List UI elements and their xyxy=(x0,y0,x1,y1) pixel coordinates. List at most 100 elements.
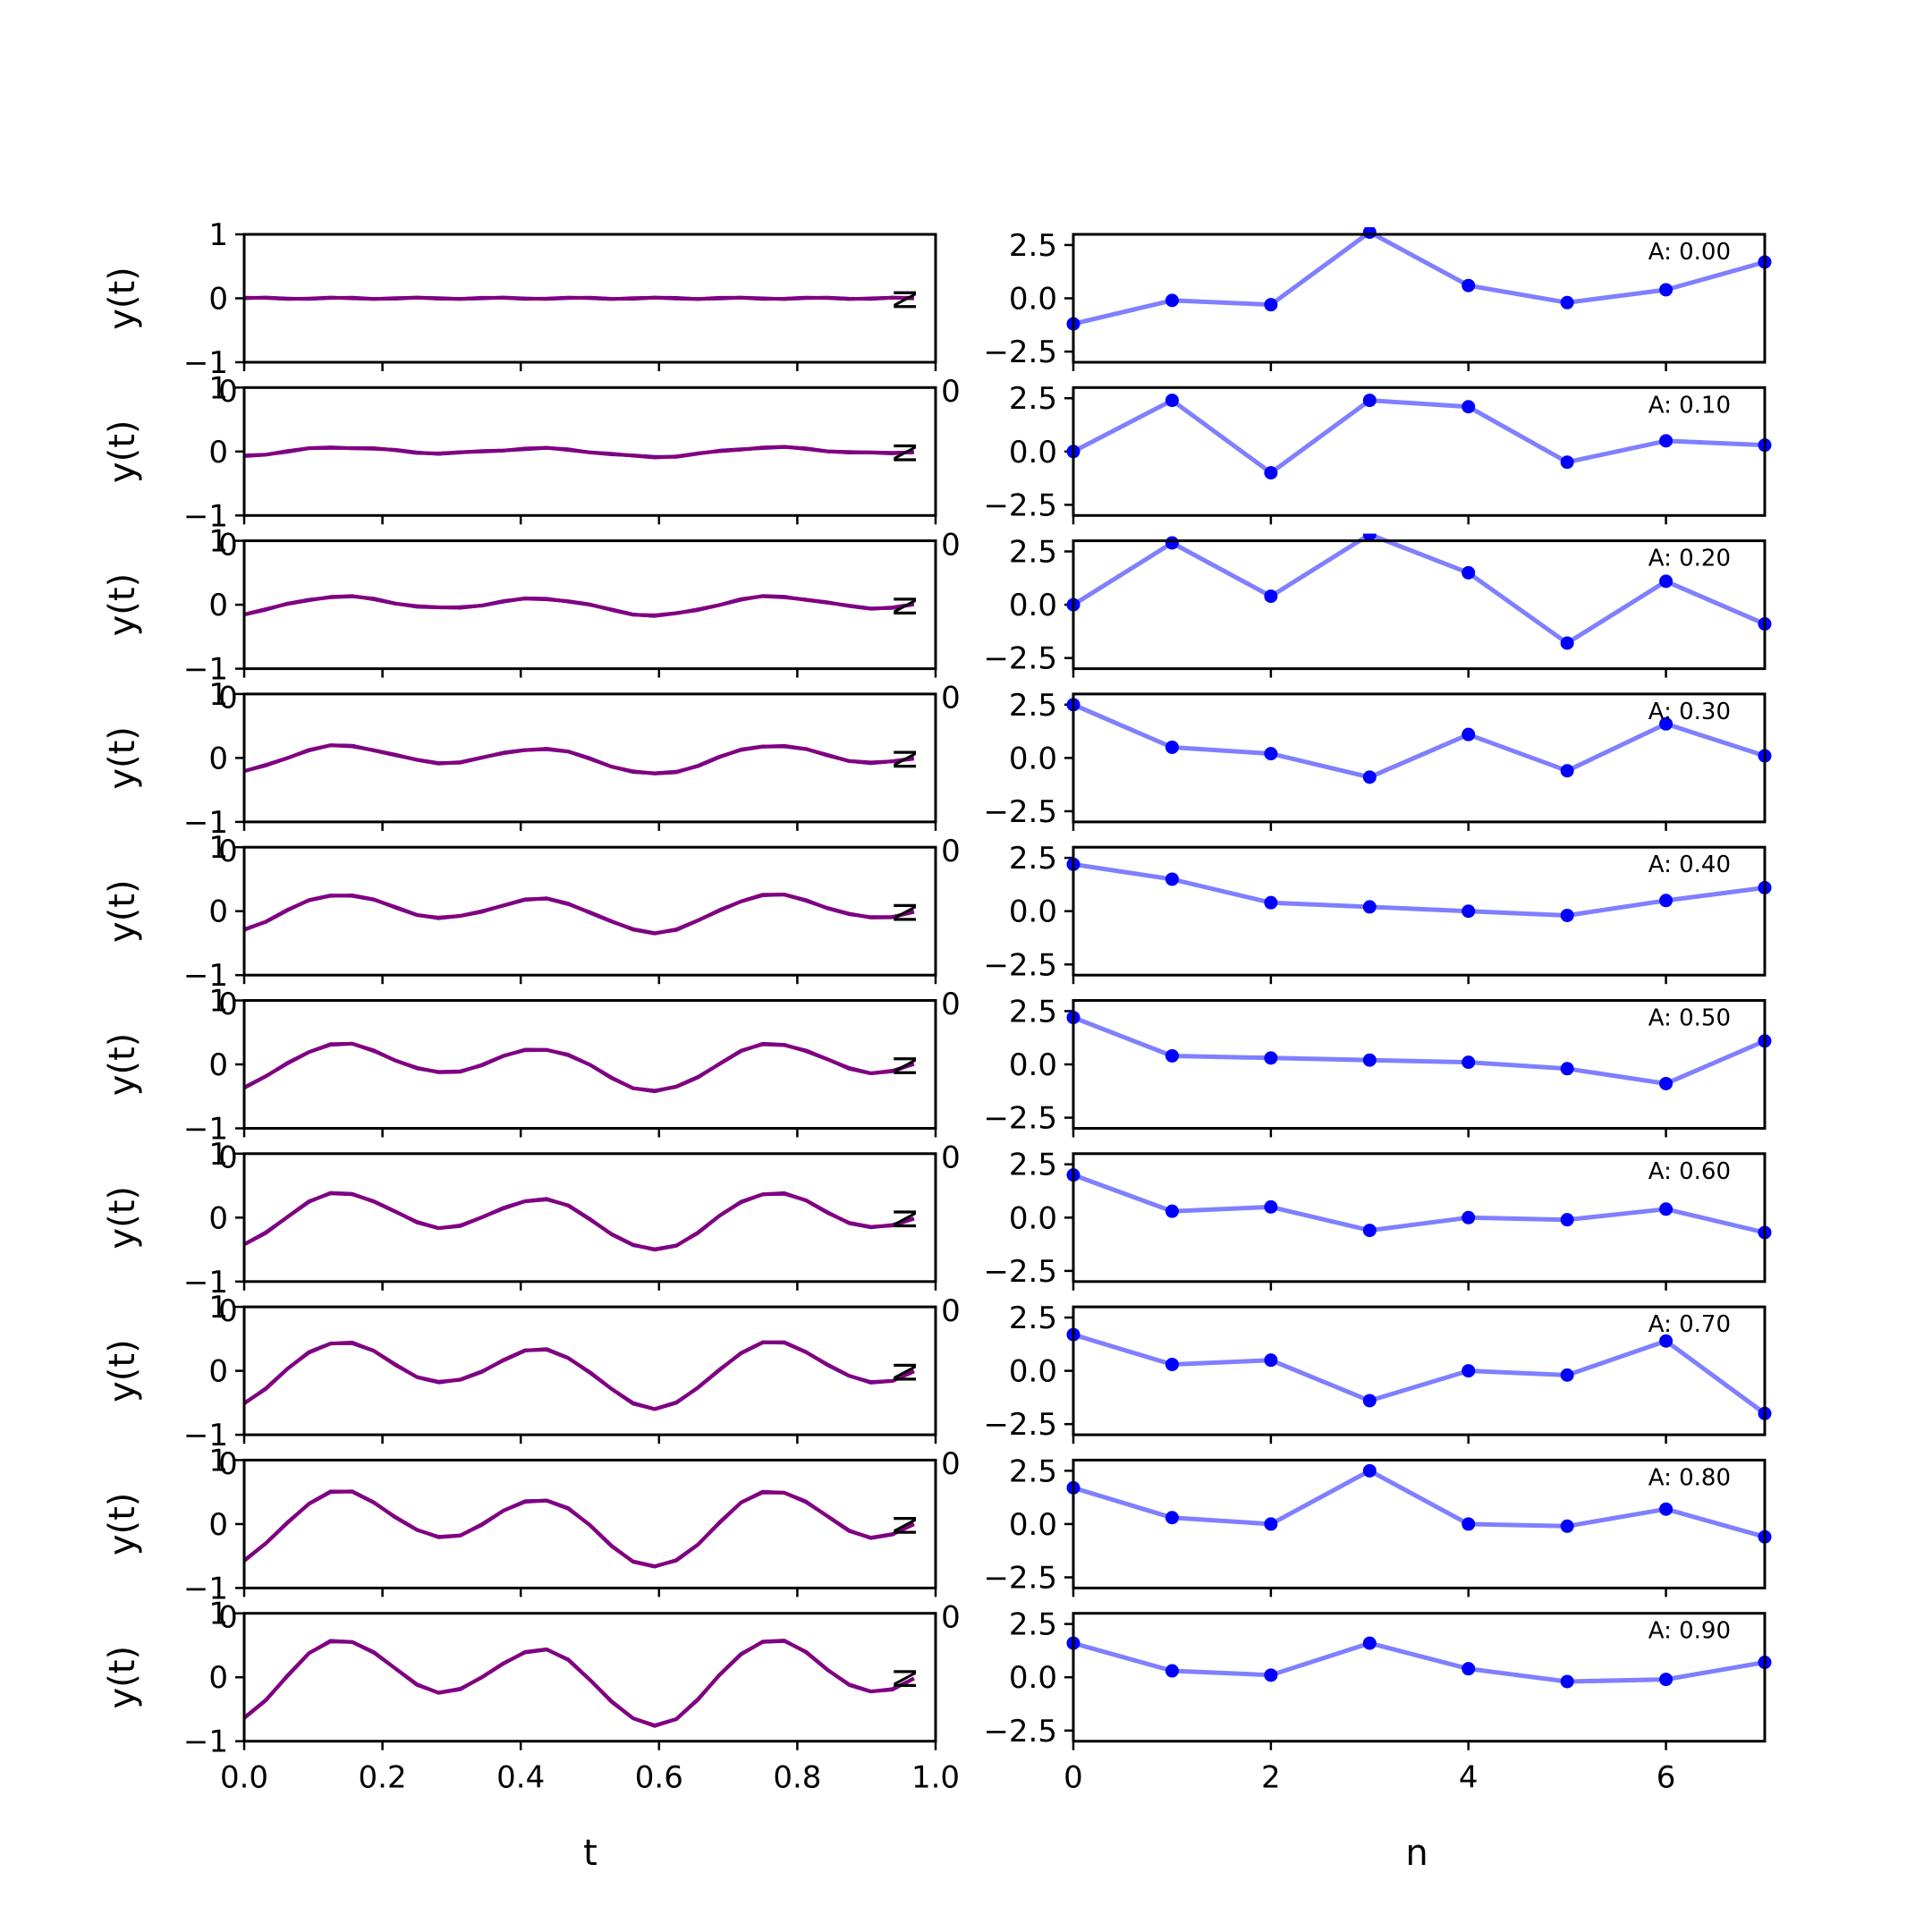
sample-point xyxy=(1560,1674,1574,1689)
plot-frame xyxy=(1072,1458,1767,1589)
y-tick-label: 0 xyxy=(208,282,228,318)
sample-point xyxy=(1659,1502,1674,1516)
y-tick-label: −1 xyxy=(183,345,228,381)
sample-line xyxy=(1072,1015,1766,1086)
y-axis-label: y(t) xyxy=(102,1493,143,1556)
y-axis-label: y(t) xyxy=(102,726,143,790)
corner-label: N xyxy=(888,1514,924,1537)
plot-frame xyxy=(1072,845,1767,977)
sample-point xyxy=(1165,872,1179,886)
x-tick-label: 2 xyxy=(1261,1760,1281,1796)
overlap-tick-label: 0 xyxy=(941,681,961,716)
x-tick-label: 0 xyxy=(1063,1760,1083,1796)
sample-point xyxy=(1264,1668,1278,1682)
amplitude-annotation: A: 0.60 xyxy=(1648,1158,1731,1185)
overlap-tick-label: 0 xyxy=(218,1446,238,1482)
y-tick-label: −2.5 xyxy=(983,947,1057,983)
sample-point xyxy=(1462,1055,1476,1070)
sample-subplot: −2.5 0.0 2.5 A: 0.60 0 xyxy=(941,1148,1772,1329)
sample-point xyxy=(1659,1202,1674,1216)
sample-subplot: −2.5 0.0 2.5 A: 0.70 0 xyxy=(941,1301,1772,1482)
sample-point xyxy=(1165,293,1179,308)
signal-line xyxy=(242,1639,915,1728)
x-tick-label: 0.4 xyxy=(496,1760,545,1796)
y-tick-label: 0.0 xyxy=(1009,1200,1057,1236)
y-tick-label: 1 xyxy=(208,1597,228,1632)
plot-frame xyxy=(242,692,937,824)
sample-point xyxy=(1659,574,1674,589)
sample-line xyxy=(1072,861,1766,918)
sample-point xyxy=(1560,1368,1574,1382)
overlap-tick-label: 0 xyxy=(218,1599,238,1635)
y-tick-label: 2.5 xyxy=(1009,841,1057,877)
sample-point xyxy=(1560,455,1574,470)
amplitude-annotation: A: 0.80 xyxy=(1648,1464,1731,1491)
sample-point xyxy=(1165,394,1179,408)
x-tick-label: 0.2 xyxy=(359,1760,407,1796)
plot-frame xyxy=(1072,539,1767,671)
signal-line xyxy=(243,1191,915,1252)
sample-domain-panels: −2.50.02.5 A: 0.000−2.50.02.5 A: 0.100−2.5… xyxy=(941,227,1772,1796)
sample-line xyxy=(1072,533,1766,646)
y-axis-label: y(t) xyxy=(102,1186,143,1250)
y-tick-label: 0 xyxy=(208,435,228,470)
y-tick-label: −2.5 xyxy=(983,641,1057,677)
y-tick-label: −2.5 xyxy=(983,1254,1057,1290)
y-tick-label: 0.0 xyxy=(1009,1047,1057,1083)
plot-frame xyxy=(1072,1612,1767,1743)
sample-point xyxy=(1560,764,1574,778)
sample-point xyxy=(1264,895,1278,910)
overlap-tick-label: 0 xyxy=(941,987,961,1022)
sample-point xyxy=(1659,434,1674,448)
sample-point xyxy=(1165,1204,1179,1218)
y-tick-label: −1 xyxy=(183,805,228,841)
sample-point xyxy=(1462,727,1476,741)
y-axis-label: y(t) xyxy=(102,267,143,330)
y-tick-label: 0 xyxy=(208,741,228,776)
x-tick-label: 6 xyxy=(1657,1760,1676,1796)
overlap-tick-label: 0 xyxy=(218,527,238,563)
y-tick-label: 1 xyxy=(208,1137,228,1173)
sample-point xyxy=(1462,1517,1476,1531)
x-tick-label: 4 xyxy=(1459,1760,1479,1796)
sample-line xyxy=(1072,1332,1767,1416)
y-tick-label: −2.5 xyxy=(983,1714,1057,1750)
sample-line xyxy=(1072,230,1766,326)
y-tick-label: 1 xyxy=(208,1443,228,1479)
signal-line xyxy=(243,445,914,460)
plot-frame xyxy=(1072,1152,1767,1284)
y-tick-label: −1 xyxy=(183,958,228,994)
sample-point xyxy=(1165,1048,1179,1063)
sample-point xyxy=(1659,1076,1674,1090)
sample-series xyxy=(1066,698,1772,784)
signal-line xyxy=(242,1489,915,1569)
y-tick-label: 2.5 xyxy=(1009,688,1057,724)
y-tick-label: 0.0 xyxy=(1009,435,1057,470)
y-tick-label: 0.0 xyxy=(1009,1507,1057,1543)
overlap-tick-label: 0 xyxy=(941,1446,961,1482)
amplitude-annotation: A: 0.00 xyxy=(1648,239,1731,266)
amplitude-annotation: A: 0.50 xyxy=(1648,1005,1731,1032)
x-tick-label: 0.6 xyxy=(635,1760,683,1796)
sample-line xyxy=(1072,702,1766,780)
signal-line xyxy=(243,1041,915,1093)
sample-point xyxy=(1560,636,1574,650)
overlap-tick-label: 0 xyxy=(218,1293,238,1329)
overlap-tick-label: 0 xyxy=(941,1140,961,1176)
sample-series xyxy=(1066,1636,1772,1689)
sample-line xyxy=(1072,1640,1766,1684)
sample-point xyxy=(1362,1053,1377,1067)
sample-point xyxy=(1462,278,1476,292)
y-tick-label: −2.5 xyxy=(983,1560,1057,1596)
y-tick-label: 2.5 xyxy=(1009,1453,1057,1489)
sample-point xyxy=(1659,283,1674,297)
sample-point xyxy=(1264,298,1278,312)
amplitude-annotation: A: 0.90 xyxy=(1648,1618,1731,1645)
y-tick-label: 2.5 xyxy=(1009,1148,1057,1183)
corner-label: N xyxy=(888,1055,924,1077)
